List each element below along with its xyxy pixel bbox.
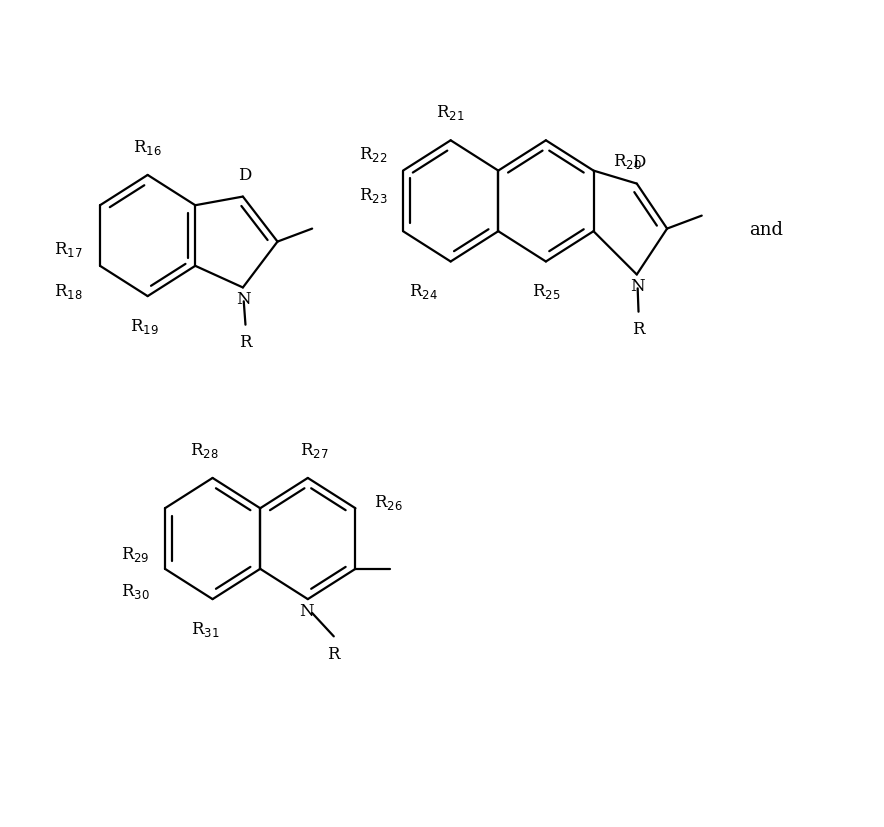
Text: R$_{25}$: R$_{25}$ <box>531 282 560 301</box>
Text: and: and <box>750 220 783 238</box>
Text: R: R <box>328 645 340 662</box>
Text: D: D <box>238 166 251 184</box>
Text: R: R <box>632 321 644 338</box>
Text: N: N <box>630 278 645 294</box>
Text: R$_{20}$: R$_{20}$ <box>613 151 641 170</box>
Text: R$_{29}$: R$_{29}$ <box>121 544 149 563</box>
Text: R$_{17}$: R$_{17}$ <box>54 240 83 259</box>
Text: R$_{16}$: R$_{16}$ <box>133 138 162 156</box>
Text: R$_{21}$: R$_{21}$ <box>437 103 465 122</box>
Text: R: R <box>240 334 252 351</box>
Text: N: N <box>299 602 314 619</box>
Text: R$_{27}$: R$_{27}$ <box>301 440 329 459</box>
Text: R$_{23}$: R$_{23}$ <box>359 186 387 205</box>
Text: R$_{19}$: R$_{19}$ <box>130 317 158 336</box>
Text: N: N <box>236 291 251 308</box>
Text: R$_{26}$: R$_{26}$ <box>375 492 403 511</box>
Text: R$_{24}$: R$_{24}$ <box>409 282 438 301</box>
Text: R$_{18}$: R$_{18}$ <box>54 281 83 300</box>
Text: R$_{22}$: R$_{22}$ <box>359 145 387 164</box>
Text: D: D <box>632 154 645 170</box>
Text: R$_{31}$: R$_{31}$ <box>192 619 220 638</box>
Text: R$_{30}$: R$_{30}$ <box>121 581 149 600</box>
Text: R$_{28}$: R$_{28}$ <box>190 440 218 459</box>
